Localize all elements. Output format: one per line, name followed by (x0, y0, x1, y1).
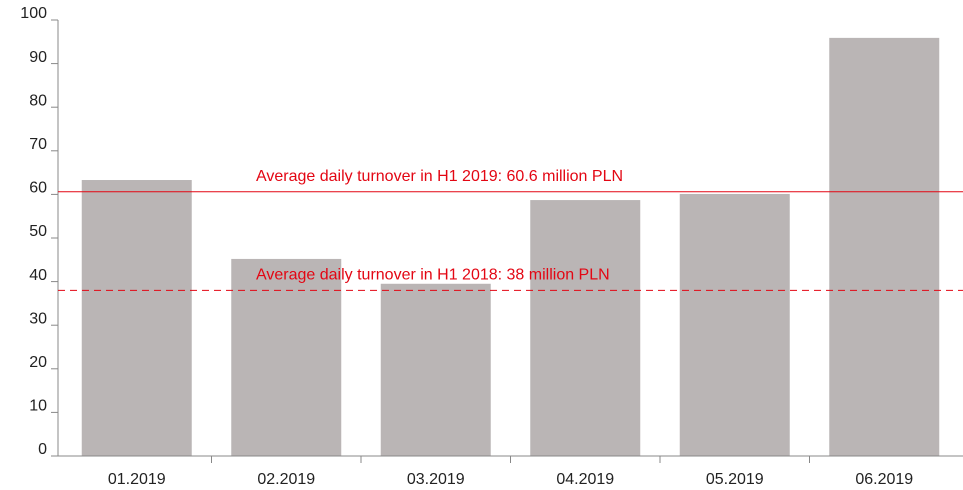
y-tick-label: 40 (29, 267, 47, 284)
y-tick-label: 80 (29, 92, 47, 109)
bar (380, 283, 491, 456)
reference-label: Average daily turnover in H1 2019: 60.6 … (256, 168, 623, 185)
y-tick-label: 60 (29, 180, 47, 197)
y-tick-label: 50 (29, 223, 47, 240)
x-tick-label: 02.2019 (257, 471, 315, 488)
y-tick-label: 10 (29, 398, 47, 415)
x-tick-label: 01.2019 (108, 471, 166, 488)
x-tick-label: 05.2019 (706, 471, 764, 488)
y-tick-label: 30 (29, 310, 47, 327)
reference-label: Average daily turnover in H1 2018: 38 mi… (256, 267, 610, 284)
y-tick-label: 0 (38, 441, 47, 458)
y-tick-label: 100 (20, 5, 47, 22)
x-tick-label: 06.2019 (855, 471, 913, 488)
bar (231, 258, 342, 456)
y-tick-label: 70 (29, 136, 47, 153)
bar (829, 37, 940, 456)
y-tick-label: 20 (29, 354, 47, 371)
bar (530, 200, 641, 456)
y-tick-label: 90 (29, 49, 47, 66)
x-tick-label: 04.2019 (556, 471, 614, 488)
x-tick-label: 03.2019 (407, 471, 465, 488)
bar (679, 193, 790, 457)
bar (81, 180, 192, 456)
